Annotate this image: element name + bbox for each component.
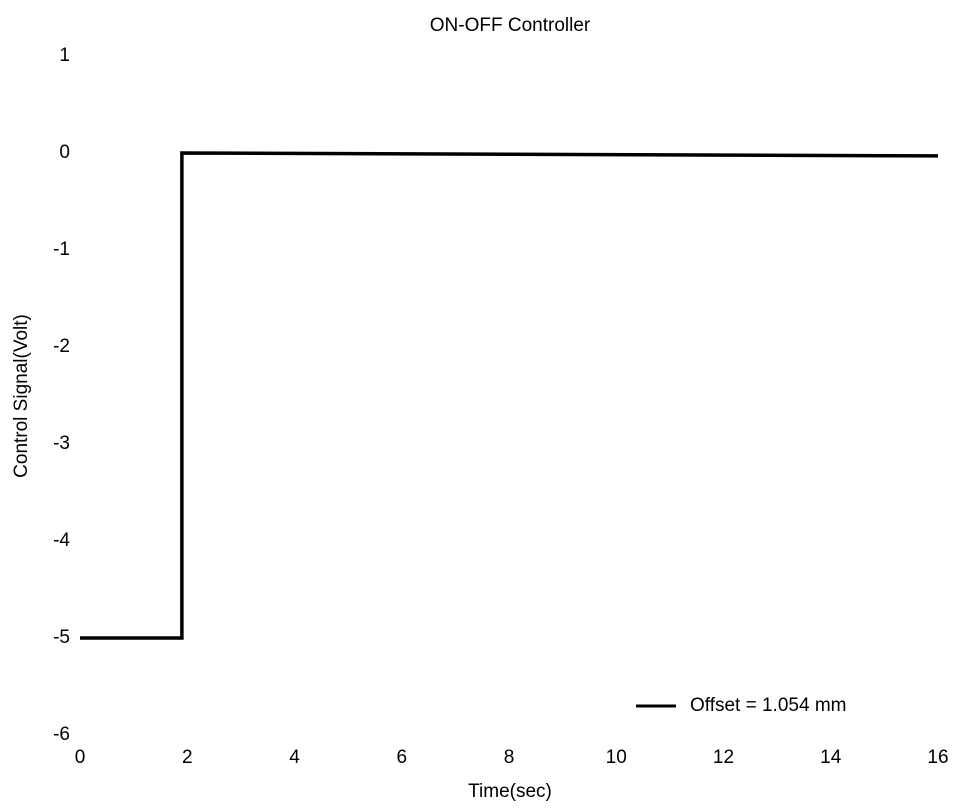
x-tick-label: 12	[713, 747, 734, 768]
x-axis-label: Time(sec)	[468, 781, 552, 802]
x-tick-label: 6	[396, 747, 407, 768]
x-tick-label: 2	[182, 747, 193, 768]
chart-title: ON-OFF Controller	[430, 15, 591, 36]
x-tick-label: 4	[289, 747, 300, 768]
y-tick-label: -2	[53, 336, 70, 357]
y-tick-label: -5	[53, 627, 70, 648]
y-tick-label: -6	[53, 724, 70, 745]
legend-label: Offset = 1.054 mm	[690, 695, 846, 716]
y-tick-label: -4	[53, 530, 70, 551]
x-tick-label: 10	[606, 747, 627, 768]
line	[80, 151, 939, 640]
y-tick-label: -1	[53, 239, 70, 260]
x-tick-label: 14	[820, 747, 842, 768]
y-tick-label: -3	[53, 433, 70, 454]
y-tick-label: 1	[59, 45, 70, 66]
x-tick-label: 0	[75, 747, 86, 768]
y-tick-label: 0	[59, 142, 70, 163]
x-tick-label: 8	[504, 747, 515, 768]
y-axis-label: Control Signal(Volt)	[11, 314, 32, 478]
x-tick-label: 16	[927, 747, 948, 768]
